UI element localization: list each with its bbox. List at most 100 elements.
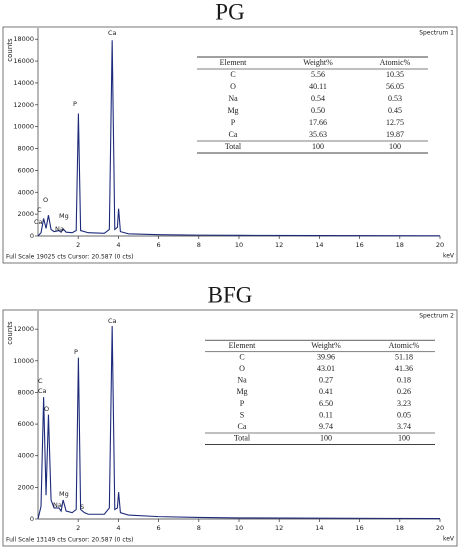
x-tick-label: 4 <box>116 524 120 532</box>
table-cell: 3.23 <box>397 399 411 408</box>
table-cell: Total <box>234 434 251 443</box>
x-tick-label: 20 <box>436 524 444 532</box>
peak-label: Ca <box>108 317 117 325</box>
y-tick-label: 8000 <box>17 145 34 153</box>
table-cell: 10.35 <box>386 70 404 79</box>
table-cell: 9.74 <box>319 422 333 431</box>
y-tick-label: 4000 <box>17 188 34 196</box>
table-cell: 41.36 <box>395 364 413 373</box>
y-axis-label: counts <box>6 38 14 62</box>
peak-label: Ca <box>108 29 117 37</box>
table-header: Atomic% <box>380 58 411 67</box>
y-axis-label: counts <box>6 321 14 345</box>
footer: Full Scale 19025 cts Cursor: 20.587 (0 c… <box>6 254 134 261</box>
peak-label: Ca <box>38 387 47 395</box>
table-cell: 35.63 <box>309 130 327 139</box>
table-cell: 0.18 <box>397 376 411 385</box>
x-tick-label: 10 <box>235 524 243 532</box>
peak-label: P <box>74 348 78 356</box>
x-tick-label: 16 <box>355 241 363 249</box>
spectrum-label: Spectrum 2 <box>419 313 454 320</box>
y-tick-label: 2000 <box>17 483 34 491</box>
peak-label: S <box>80 503 84 511</box>
x-tick-label: 14 <box>315 241 323 249</box>
table-cell: 51.18 <box>395 352 413 361</box>
x-axis-label: keV <box>443 536 455 543</box>
y-tick-label: 4000 <box>17 452 34 460</box>
x-tick-label: 10 <box>235 241 243 249</box>
table-cell: P <box>240 399 245 408</box>
table-cell: 0.45 <box>388 106 402 115</box>
table-cell: 17.66 <box>309 118 327 127</box>
table-header: Element <box>229 341 256 350</box>
y-tick-label: 14000 <box>13 79 34 87</box>
x-tick-label: 20 <box>436 241 444 249</box>
peak-label: Na <box>55 225 64 233</box>
table-header: Element <box>220 58 247 67</box>
table-cell: 40.11 <box>309 82 327 91</box>
y-tick-label: 6000 <box>17 166 34 174</box>
table-cell: 56.05 <box>386 82 404 91</box>
data-table: Element Weight% Atomic% C 5.56 10.35 O 40.11 56.… <box>197 56 428 154</box>
table-cell: Total <box>225 142 242 151</box>
x-tick-label: 8 <box>197 524 201 532</box>
table-cell: 19.87 <box>386 130 404 139</box>
table-cell: 0.27 <box>319 376 333 385</box>
table-header: Atomic% <box>389 341 420 350</box>
spectrum-label: Spectrum 1 <box>419 30 454 37</box>
x-tick-label: 16 <box>355 524 363 532</box>
x-tick-label: 18 <box>396 241 404 249</box>
table-cell: 100 <box>398 434 410 443</box>
spectrum-line <box>37 326 441 520</box>
y-tick-label: 0 <box>30 515 34 523</box>
x-axis-label: keV <box>443 253 455 260</box>
table-cell: 12.75 <box>386 118 404 127</box>
table-header: Weight% <box>311 341 341 350</box>
table-cell: 0.41 <box>319 387 333 396</box>
table-cell: Na <box>228 94 238 103</box>
panel-frame <box>2 26 458 264</box>
chart-title: BFG <box>208 282 253 307</box>
peak-label: P <box>73 100 77 108</box>
table-cell: 0.54 <box>311 94 325 103</box>
table-cell: 3.74 <box>397 422 411 431</box>
peak-label: Mg <box>59 212 69 220</box>
table-cell: Ca <box>229 130 238 139</box>
x-tick-label: 6 <box>157 524 161 532</box>
data-table: Element Weight% Atomic% C 39.96 51.18 O 43.01 41… <box>205 339 435 445</box>
table-cell: S <box>240 410 244 419</box>
chart-title: PG <box>215 0 244 24</box>
x-tick-label: 6 <box>157 241 161 249</box>
table-cell: O <box>239 364 245 373</box>
footer: Full Scale 13149 cts Cursor: 20.587 (0 c… <box>6 537 134 544</box>
peak-label: O <box>44 405 49 413</box>
table-cell: 0.11 <box>319 410 333 419</box>
table-header: Weight% <box>303 58 333 67</box>
table-cell: Na <box>237 376 247 385</box>
table-cell: 39.96 <box>317 352 335 361</box>
table-cell: P <box>231 118 236 127</box>
x-tick-label: 8 <box>197 241 201 249</box>
table-cell: C <box>230 70 235 79</box>
table-cell: 100 <box>389 142 401 151</box>
peak-label: Mg <box>59 490 69 498</box>
y-tick-label: 12000 <box>13 101 34 109</box>
peak-label: Ca <box>34 218 43 226</box>
panel-frame <box>2 309 458 547</box>
table-cell: 100 <box>312 142 324 151</box>
y-tick-label: 12000 <box>13 325 34 333</box>
x-tick-label: 12 <box>275 524 283 532</box>
table-cell: 5.56 <box>311 70 325 79</box>
peak-label: C <box>37 206 42 214</box>
y-tick-label: 18000 <box>13 35 34 43</box>
table-cell: 0.26 <box>397 387 411 396</box>
y-tick-label: 16000 <box>13 57 34 65</box>
y-tick-label: 10000 <box>13 357 34 365</box>
y-tick-label: 10000 <box>13 123 34 131</box>
spectrum-line <box>37 40 441 237</box>
y-tick-label: 6000 <box>17 420 34 428</box>
table-cell: 0.50 <box>311 106 325 115</box>
table-cell: C <box>239 352 244 361</box>
